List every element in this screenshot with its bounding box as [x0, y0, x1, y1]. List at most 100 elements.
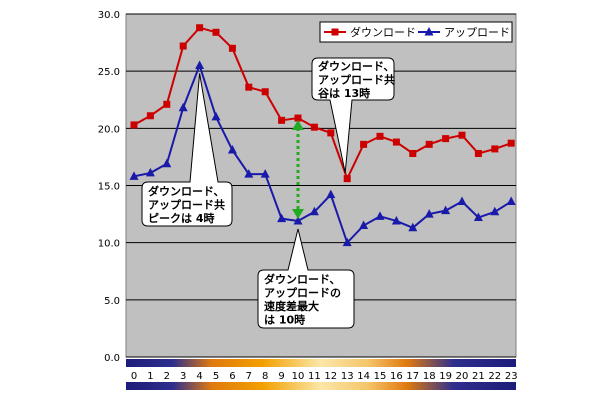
download-point [507, 139, 515, 147]
gap-arrow-head-up [292, 120, 304, 131]
upload-point [391, 215, 401, 225]
x-tick-label: 3 [180, 371, 186, 382]
y-tick-label: 5.0 [104, 296, 120, 307]
x-tick-label: 18 [423, 371, 436, 382]
y-tick-label: 10.0 [98, 239, 120, 250]
series-line-upload [133, 62, 512, 245]
gap-arrow [292, 120, 304, 219]
upload-point [277, 213, 287, 223]
y-tick-label: 20.0 [98, 124, 120, 135]
x-tick-label: 21 [472, 371, 485, 382]
upload-point [457, 196, 467, 206]
legend-box [319, 21, 513, 43]
upload-point [309, 206, 319, 216]
download-point [425, 140, 433, 148]
download-point [343, 175, 351, 183]
x-tick-label: 0 [131, 371, 137, 382]
callout-text-line: アップロード共 [318, 72, 395, 86]
x-tick-label: 1 [147, 371, 153, 382]
callout-text-line: ピークは 4時 [148, 211, 214, 225]
callout-text-line: 谷は 13時 [318, 86, 370, 100]
x-tick-label: 2 [164, 371, 170, 382]
download-point [409, 149, 417, 157]
upload-point [473, 212, 483, 222]
x-tick-label: 6 [229, 371, 235, 382]
callout-bubble [257, 228, 355, 329]
x-tick-label: 16 [390, 371, 403, 382]
x-tick-label: 15 [374, 371, 387, 382]
upload-point [195, 60, 205, 69]
legend-label-download: ダウンロード [350, 25, 416, 39]
upload-point [408, 222, 418, 232]
download-point [163, 100, 171, 108]
y-tick-label: 30.0 [98, 10, 120, 21]
callout-text-line: は 10時 [264, 313, 305, 327]
upload-point [342, 237, 352, 247]
x-tick-label: 22 [488, 371, 501, 382]
upload-point [293, 215, 303, 225]
upload-point [129, 171, 139, 180]
x-tick-label: 20 [456, 371, 469, 382]
y-tick-label: 15.0 [98, 182, 120, 193]
callout-text-line: ダウンロード、 [318, 59, 395, 73]
download-point [474, 149, 482, 157]
x-tick-label: 11 [308, 371, 321, 382]
x-tick-label: 14 [357, 371, 370, 382]
download-point [261, 88, 269, 96]
x-tick-label: 4 [196, 371, 202, 382]
upload-point [211, 111, 221, 121]
gap-arrow-head-down [292, 208, 304, 219]
upload-point [326, 189, 336, 199]
callout-text-line: 速度差最大 [264, 299, 319, 313]
upload-point [359, 220, 369, 230]
download-point [228, 44, 236, 52]
upload-point [441, 205, 451, 215]
legend-marker-triangle [424, 27, 434, 36]
download-point [327, 129, 335, 137]
x-tick-label: 12 [324, 371, 337, 382]
x-axis-ticks: 0 1 2 3 4 5 6 7 8 9 10 11 12 13 14 15 16 17 18 19 20 21 22 23 [131, 371, 518, 382]
x-tick-label: 9 [278, 371, 284, 382]
download-point [146, 112, 154, 120]
download-point [310, 123, 318, 131]
legend-label-upload: アップロード [444, 26, 510, 39]
download-point [376, 132, 384, 140]
upload-point [490, 206, 500, 216]
time-of-day-bar-top [126, 359, 516, 367]
x-tick-label: 17 [406, 371, 419, 382]
upload-point [227, 145, 237, 154]
callout-text-line: ダウンロード、 [148, 184, 225, 198]
y-tick-label: 0.0 [104, 353, 120, 364]
upload-point [145, 167, 155, 177]
x-tick-label: 10 [292, 371, 305, 382]
callout-text-line: ダウンロード、 [264, 272, 341, 286]
x-tick-label: 19 [439, 371, 452, 382]
download-point [458, 131, 466, 139]
x-tick-label: 13 [341, 371, 354, 382]
download-point [196, 24, 204, 32]
upload-point [244, 169, 254, 178]
upload-point [260, 169, 270, 178]
callout-bubble [141, 73, 233, 227]
x-tick-label: 23 [505, 371, 518, 382]
download-point [212, 28, 220, 36]
download-point [360, 140, 368, 148]
x-tick-label: 8 [262, 371, 268, 382]
download-point [392, 138, 400, 146]
series-layer [129, 24, 516, 247]
download-point [245, 83, 253, 91]
y-axis-ticks: 0.0 5.0 10.0 15.0 20.0 25.0 30.0 [98, 10, 120, 364]
download-point [442, 135, 450, 143]
x-tick-label: 5 [213, 371, 219, 382]
download-point [491, 145, 499, 153]
callout-text-line: アップロードの [264, 286, 341, 300]
download-point [179, 42, 187, 50]
upload-point [375, 211, 385, 220]
callout-text-line: アップロード共 [148, 197, 225, 211]
